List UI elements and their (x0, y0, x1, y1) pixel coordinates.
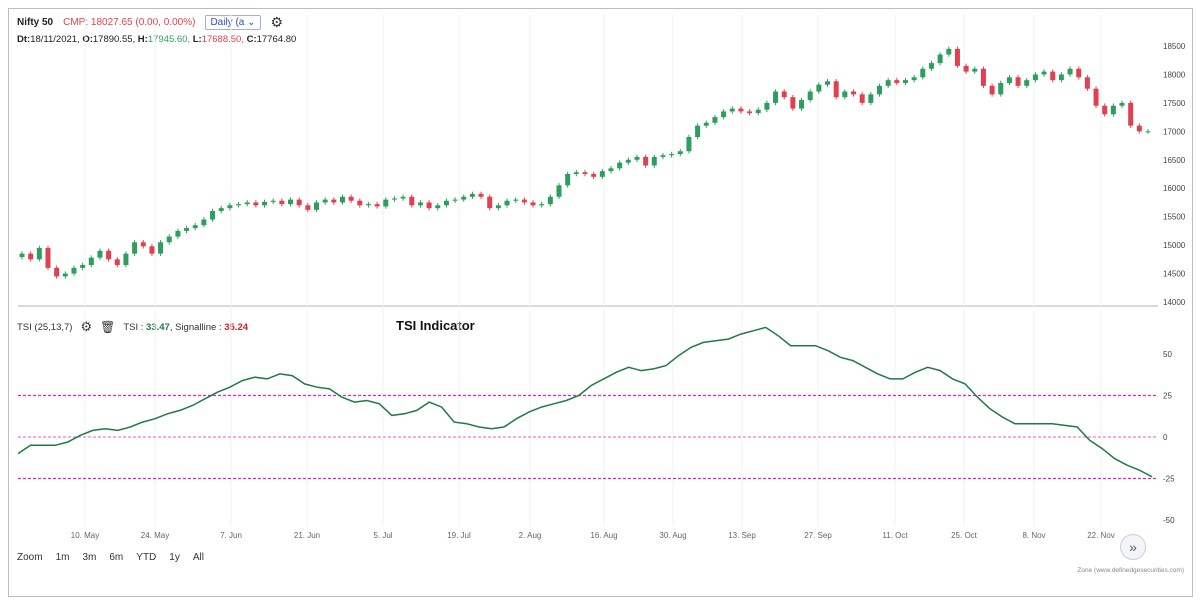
cmp-value: CMP: 18027.65 (0.00, 0.00%) (63, 17, 196, 28)
zoom-label: Zoom (17, 552, 43, 563)
zoom-1m-button[interactable]: 1m (55, 552, 70, 563)
low-value: 17688.50, (201, 34, 244, 45)
high-label: H: (137, 34, 148, 45)
credit-text: Zone (www.definedgesecurities.com) (1077, 567, 1184, 574)
tsi-value: 33.47 (146, 321, 170, 333)
signal-label: , Signalline : (169, 321, 222, 333)
close-label: C: (246, 34, 257, 45)
gear-icon[interactable]: ⚙ (80, 319, 93, 334)
signal-value: 35.24 (224, 321, 249, 333)
tsi-label: TSI : (123, 321, 144, 333)
indicator-name: TSI (25,13,7) (17, 321, 73, 333)
scroll-right-button[interactable]: » (1120, 534, 1146, 560)
zoom-3m-button[interactable]: 3m (82, 552, 97, 563)
chart-frame (8, 8, 1193, 597)
open-value: 17890.55, (92, 34, 136, 45)
high-value: 17945.60, (147, 34, 191, 45)
symbol-name: Nifty 50 (17, 17, 54, 28)
zoom-all-button[interactable]: All (192, 552, 204, 563)
zoom-ytd-button[interactable]: YTD (136, 552, 157, 563)
ohlc-readout: Dt:18/11/2021, O:17890.55, H:17945.60, L… (17, 34, 296, 45)
zoom-1y-button[interactable]: 1y (169, 552, 180, 563)
close-value: 17764.80 (256, 34, 297, 45)
open-label: O: (82, 34, 93, 45)
interval-select[interactable]: Daily (a ⌄ (205, 15, 261, 30)
dt-label: Dt: (17, 34, 31, 45)
indicator-header: TSI (25,13,7) ⚙ 🗑 TSI : 33.47, Signallin… (17, 319, 248, 335)
low-label: L: (192, 34, 202, 45)
double-chevron-right-icon: » (1129, 539, 1137, 555)
chevron-down-icon: ⌄ (247, 17, 256, 28)
chart-header: Nifty 50 CMP: 18027.65 (0.00, 0.00%) Dai… (17, 14, 283, 31)
indicator-title: TSI Indicator (396, 318, 475, 333)
zoom-bar: Zoom 1m 3m 6m YTD 1y All (17, 552, 204, 563)
gear-icon[interactable]: ⚙ (270, 14, 284, 30)
interval-value: Daily (a (210, 17, 245, 28)
trash-icon[interactable]: 🗑 (100, 320, 116, 334)
zoom-6m-button[interactable]: 6m (109, 552, 124, 563)
dt-value: 18/11/2021, (30, 34, 80, 45)
